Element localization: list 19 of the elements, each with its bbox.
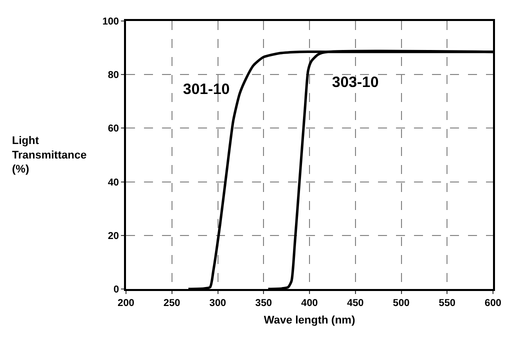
x-tick-label: 350 xyxy=(255,298,272,309)
y-tick-label: 100 xyxy=(102,16,120,28)
x-tick-label: 450 xyxy=(347,298,364,309)
y-tick-label: 20 xyxy=(108,230,120,242)
series-label: 301-10 xyxy=(183,81,230,98)
x-tick-label: 400 xyxy=(301,298,318,309)
x-tick-label: 550 xyxy=(438,298,456,309)
series-label: 303-10 xyxy=(332,74,379,91)
x-axis-title: Wave length (nm) xyxy=(264,314,356,327)
x-tick-label: 600 xyxy=(484,298,502,309)
x-tick-label: 200 xyxy=(118,298,135,309)
y-tick-label: 60 xyxy=(108,124,120,135)
x-tick-label: 500 xyxy=(392,298,410,309)
y-tick-label: 40 xyxy=(108,177,120,188)
y-axis-title: Light Transmittance (%) xyxy=(12,135,87,176)
y-tick-label: 80 xyxy=(108,70,120,82)
x-tick-label: 250 xyxy=(164,298,181,309)
y-tick-label: 0 xyxy=(113,284,120,296)
x-tick-label: 300 xyxy=(209,298,227,309)
